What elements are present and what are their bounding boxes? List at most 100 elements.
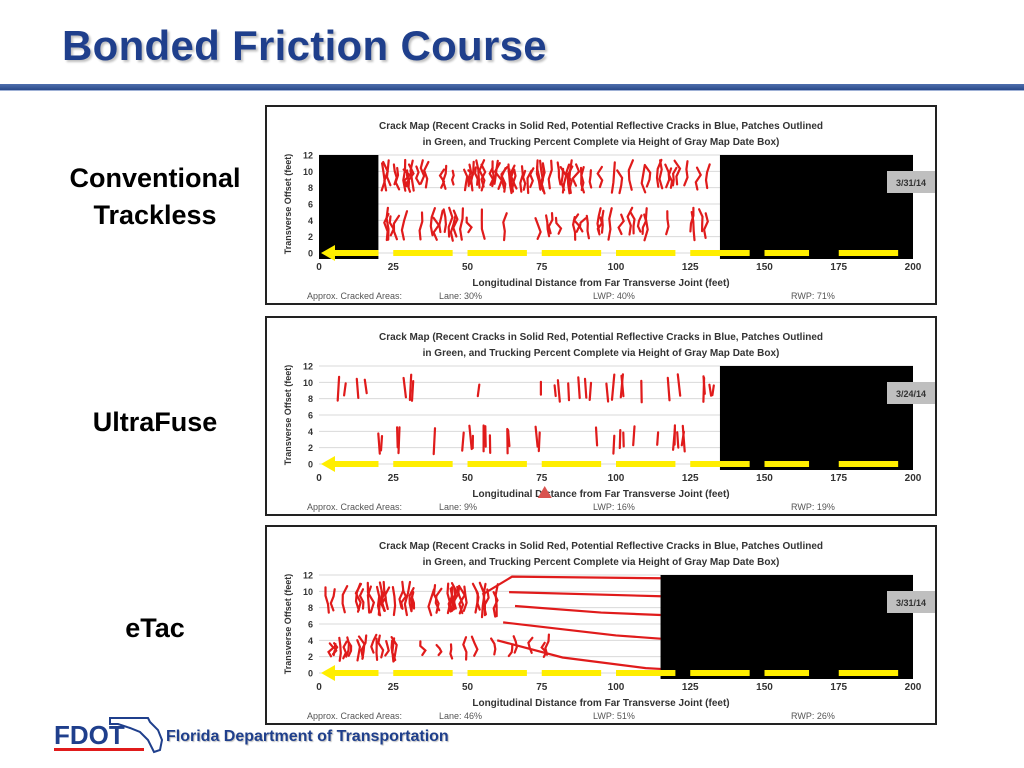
crack-mark — [471, 582, 479, 614]
crack-mark — [450, 169, 455, 186]
crack-mark — [544, 633, 550, 656]
crack-mark — [329, 588, 336, 612]
lane-marker — [393, 461, 453, 467]
crack-mark — [565, 163, 573, 191]
survey-date: 3/31/14 — [896, 598, 926, 608]
crack-mark — [451, 587, 457, 612]
lane-cracked-percent: Lane: 46% — [439, 711, 482, 721]
lane-marker — [764, 670, 810, 676]
crack-map-panel-3: Crack Map (Recent Cracks in Solid Red, P… — [265, 525, 937, 725]
crack-mark — [408, 587, 415, 613]
unsurveyed-region — [319, 155, 379, 259]
crack-mark — [644, 164, 652, 188]
crack-marks — [380, 158, 711, 242]
crack-mark — [585, 214, 590, 240]
crack-mark — [465, 216, 473, 234]
crack-mark — [583, 377, 588, 399]
x-tick-label: 200 — [905, 473, 922, 484]
unsurveyed-region — [719, 366, 913, 470]
x-tick-label: 150 — [756, 682, 773, 693]
crack-mark — [572, 213, 581, 233]
lane-marker — [838, 250, 899, 256]
crack-mark — [402, 158, 407, 192]
x-tick-label: 100 — [608, 262, 625, 273]
crack-mark — [666, 376, 671, 402]
crack-mark — [419, 640, 427, 657]
lane-marker — [764, 461, 810, 467]
crack-mark — [341, 585, 349, 614]
side-label-line: Trackless — [93, 200, 217, 230]
crack-mark — [708, 383, 713, 397]
crack-mark — [394, 166, 401, 191]
crack-mark — [377, 581, 384, 616]
crack-mark — [396, 426, 399, 449]
x-tick-label: 75 — [536, 262, 548, 273]
rwp-cracked-percent: RWP: 71% — [791, 291, 835, 301]
crack-mark — [366, 585, 372, 614]
x-tick-label: 175 — [830, 473, 847, 484]
lane-marker — [616, 461, 676, 467]
lwp-cracked-percent: LWP: 51% — [593, 711, 635, 721]
crack-mark — [540, 163, 546, 195]
crack-mark — [447, 206, 454, 238]
crack-mark — [442, 208, 448, 233]
crack-mark — [463, 168, 469, 192]
crack-mark — [641, 213, 648, 235]
x-axis-label: Longitudinal Distance from Far Transvers… — [472, 489, 729, 500]
crack-mark — [689, 206, 695, 233]
crack-mark — [380, 162, 386, 192]
crack-mark — [683, 160, 689, 187]
crack-mark — [507, 429, 511, 448]
crack-mark — [408, 373, 413, 402]
crack-mark — [500, 167, 507, 193]
x-tick-label: 25 — [388, 682, 400, 693]
crack-mark — [490, 637, 497, 656]
crack-mark — [596, 165, 604, 189]
lane-marker — [616, 670, 676, 676]
crack-mark — [610, 161, 616, 194]
y-tick-label: 8 — [308, 603, 313, 613]
crack-mark — [473, 166, 479, 186]
y-tick-label: 4 — [308, 636, 313, 646]
crack-mark — [632, 425, 636, 447]
x-axis-label: Longitudinal Distance from Far Transvers… — [472, 698, 729, 709]
slide-title: Bonded Friction Course — [62, 22, 547, 69]
crack-mark — [508, 168, 513, 195]
crack-mark — [554, 216, 563, 235]
approx-cracked-label: Approx. Cracked Areas: — [307, 291, 402, 301]
crack-marks — [336, 373, 715, 456]
crack-mark — [470, 635, 479, 657]
crack-mark — [397, 426, 401, 455]
crack-mark — [327, 642, 335, 658]
x-tick-label: 25 — [388, 262, 400, 273]
crack-mark — [702, 376, 706, 403]
direction-arrow-icon — [321, 456, 379, 472]
x-tick-label: 0 — [316, 682, 322, 693]
date-box — [887, 171, 935, 193]
x-tick-label: 125 — [682, 262, 699, 273]
crack-mark — [521, 169, 527, 191]
lane-marker — [467, 250, 527, 256]
crack-mark — [356, 639, 362, 662]
direction-arrow-icon — [321, 665, 379, 681]
rwp-cracked-percent: RWP: 19% — [791, 502, 835, 512]
y-tick-label: 8 — [308, 183, 313, 193]
crack-mark — [438, 168, 446, 189]
x-tick-label: 175 — [830, 262, 847, 273]
crack-mark — [481, 575, 661, 671]
lane-marker — [393, 250, 453, 256]
logo-red-bar — [54, 748, 144, 751]
crack-mark — [419, 159, 426, 185]
unsurveyed-region — [719, 155, 913, 259]
crack-mark — [410, 380, 415, 402]
lane-marker — [541, 250, 602, 256]
crack-mark — [478, 581, 486, 619]
rwp-cracked-percent: RWP: 26% — [791, 711, 835, 721]
x-tick-label: 175 — [830, 682, 847, 693]
crack-mark — [434, 587, 443, 612]
lane-marker — [838, 461, 899, 467]
crack-mark — [480, 163, 487, 188]
approx-cracked-label: Approx. Cracked Areas: — [307, 502, 402, 512]
crack-mark — [577, 376, 581, 400]
crack-mark — [571, 163, 581, 187]
